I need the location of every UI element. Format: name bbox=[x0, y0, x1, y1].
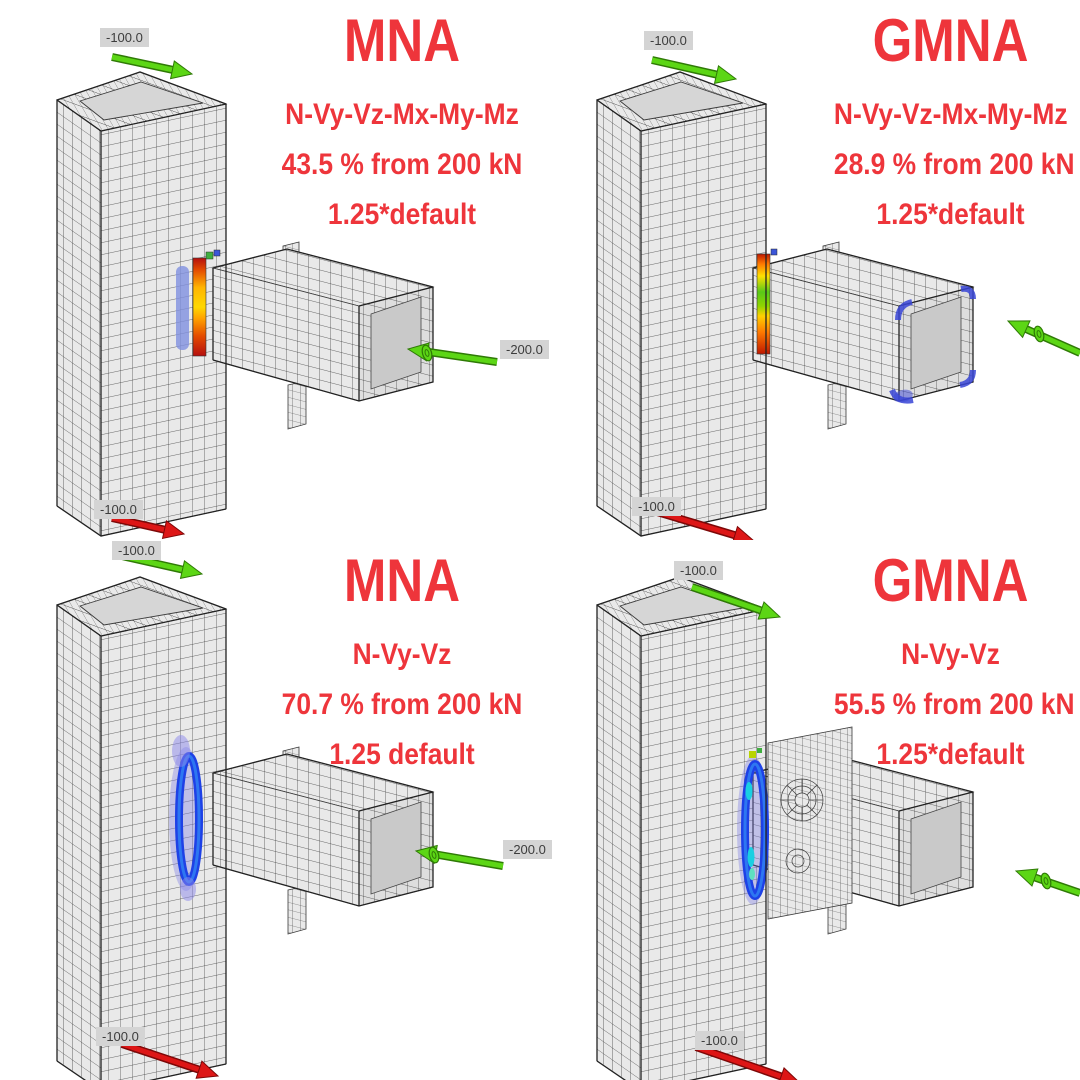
annotation-block: GMNA N-Vy-Vz-Mx-My-Mz 28.9 % from 200 kN… bbox=[818, 10, 1080, 248]
beam-load-label: -200.0 bbox=[500, 340, 549, 359]
top-load-arrow bbox=[690, 583, 782, 620]
bottom-load-label: -100.0 bbox=[632, 497, 681, 516]
utilization-result-text: 43.5 % from 200 kN bbox=[281, 148, 523, 181]
panel-bottom-right: -100.0 -100.0 GMNA N-Vy-Vz 55.5 % from 2… bbox=[540, 540, 1080, 1080]
top-load-arrow bbox=[651, 56, 738, 85]
bottom-load-arrow bbox=[111, 514, 186, 540]
top-load-label: -100.0 bbox=[100, 28, 149, 47]
utilization-result-text: 70.7 % from 200 kN bbox=[281, 688, 523, 721]
annotation-block: MNA N-Vy-Vz-Mx-My-Mz 43.5 % from 200 kN … bbox=[252, 10, 552, 248]
analysis-type-text: MNA bbox=[343, 547, 461, 614]
bottom-load-label: -100.0 bbox=[695, 1031, 744, 1050]
force-components: N-Vy-Vz-Mx-My-Mz bbox=[818, 98, 1080, 132]
stress-overlay bbox=[176, 249, 221, 357]
analysis-type-text: GMNA bbox=[872, 7, 1029, 74]
load-anchor-disc bbox=[1033, 325, 1045, 343]
utilization-result-text: 55.5 % from 200 kN bbox=[833, 688, 1075, 721]
analysis-type-title: GMNA bbox=[818, 550, 1080, 612]
panel-top-left: -100.0 -200.0 -100.0 MNA N-Vy-Vz-Mx-My-M… bbox=[0, 0, 549, 540]
force-components-text: N-Vy-Vz bbox=[352, 638, 452, 671]
mesh-note: 1.25*default bbox=[818, 738, 1080, 772]
load-anchor-disc bbox=[1040, 872, 1052, 890]
stress-overlay bbox=[737, 726, 853, 920]
load-anchor-disc bbox=[428, 846, 440, 864]
mesh-note-text: 1.25 default bbox=[329, 738, 475, 771]
utilization-result: 55.5 % from 200 kN bbox=[818, 688, 1080, 722]
force-components-text: N-Vy-Vz-Mx-My-Mz bbox=[833, 98, 1068, 131]
bottom-load-arrow bbox=[694, 1043, 798, 1080]
fea-model-bottom-right bbox=[596, 576, 1080, 1080]
fea-model-bottom-left bbox=[56, 552, 504, 1080]
top-load-label: -100.0 bbox=[112, 541, 161, 560]
mesh-note-text: 1.25*default bbox=[876, 738, 1025, 771]
bottom-load-label: -100.0 bbox=[96, 1027, 145, 1046]
mesh-model bbox=[56, 71, 435, 537]
force-components: N-Vy-Vz-Mx-My-Mz bbox=[252, 98, 552, 132]
bottom-load-label: -100.0 bbox=[94, 500, 143, 519]
beam-load-label: -200.0 bbox=[503, 840, 552, 859]
mesh-model bbox=[596, 71, 976, 537]
mesh-note-text: 1.25*default bbox=[876, 198, 1025, 231]
panel-top-right: -100.0 -100.0 GMNA N-Vy-Vz-Mx-My-Mz 28.9… bbox=[540, 0, 1080, 540]
top-load-label: -100.0 bbox=[644, 31, 693, 50]
stress-overlay bbox=[169, 735, 203, 901]
force-components: N-Vy-Vz bbox=[252, 638, 552, 672]
mesh-note: 1.25 default bbox=[252, 738, 552, 772]
analysis-type-text: MNA bbox=[343, 7, 461, 74]
analysis-type-title: GMNA bbox=[818, 10, 1080, 72]
mesh-note-text: 1.25*default bbox=[327, 198, 477, 231]
annotation-block: GMNA N-Vy-Vz 55.5 % from 200 kN 1.25*def… bbox=[818, 550, 1080, 788]
analysis-type-title: MNA bbox=[252, 550, 552, 612]
utilization-result: 70.7 % from 200 kN bbox=[252, 688, 552, 722]
bottom-load-arrow bbox=[120, 1040, 220, 1079]
mesh-model bbox=[596, 576, 975, 1080]
force-components: N-Vy-Vz bbox=[818, 638, 1080, 672]
analysis-type-text: GMNA bbox=[872, 547, 1029, 614]
stress-overlay bbox=[756, 248, 976, 404]
annotation-block: MNA N-Vy-Vz 70.7 % from 200 kN 1.25 defa… bbox=[252, 550, 552, 788]
top-load-arrow bbox=[111, 53, 194, 80]
load-anchor-disc bbox=[421, 344, 433, 362]
force-components-text: N-Vy-Vz bbox=[901, 638, 1000, 671]
mesh-note: 1.25*default bbox=[252, 198, 552, 232]
analysis-type-title: MNA bbox=[252, 10, 552, 72]
fea-model-top-left bbox=[56, 53, 498, 540]
fea-model-top-right bbox=[596, 56, 1080, 540]
top-load-label: -100.0 bbox=[674, 561, 723, 580]
utilization-result: 28.9 % from 200 kN bbox=[818, 148, 1080, 182]
mesh-note: 1.25*default bbox=[818, 198, 1080, 232]
mesh-model bbox=[56, 576, 435, 1080]
force-components-text: N-Vy-Vz-Mx-My-Mz bbox=[285, 98, 519, 131]
utilization-result-text: 28.9 % from 200 kN bbox=[833, 148, 1075, 181]
panel-bottom-left: -100.0 -200.0 -100.0 MNA N-Vy-Vz 70.7 % … bbox=[0, 540, 552, 1080]
utilization-result: 43.5 % from 200 kN bbox=[252, 148, 552, 182]
